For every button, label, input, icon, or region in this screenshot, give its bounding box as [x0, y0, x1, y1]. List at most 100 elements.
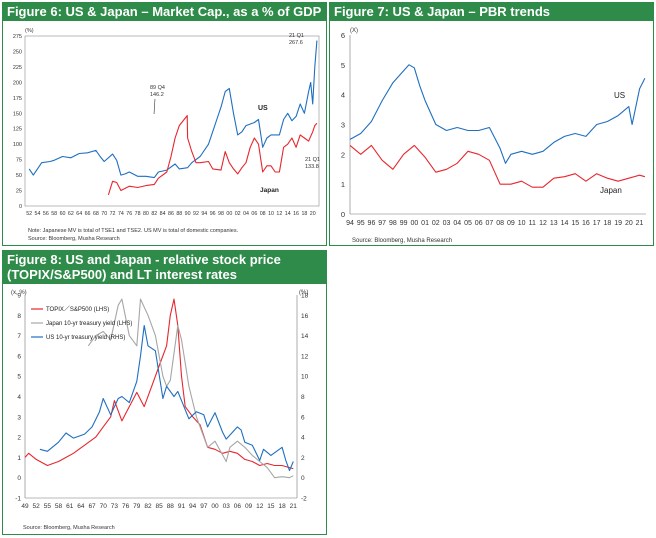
fig8-series-us-10yr: [39, 324, 294, 472]
fig6-xtick-label: 78: [135, 211, 141, 217]
fig7-ytick-label: 6: [341, 31, 345, 40]
fig6-xtick-label: 56: [43, 211, 49, 217]
fig7-us-series-label: US: [614, 91, 625, 100]
fig7-xtick-label: 20: [625, 220, 633, 227]
fig6-xtick-label: 20: [310, 211, 316, 217]
fig6-plot-frame: [24, 35, 320, 207]
fig6-xtick-label: 06: [251, 211, 257, 217]
fig8-xtick-label: 52: [33, 503, 41, 510]
fig6-xtick-label: 08: [260, 211, 266, 217]
legend-label-japan-yield: Japan 10-yr treasury yield (LHS): [46, 321, 132, 327]
legend-label-us-yield: US 10-yr treasury yield (RHS): [46, 335, 125, 341]
figure-8-title: Figure 8: US and Japan - relative stock …: [3, 251, 326, 284]
fig7-xtick-label: 15: [571, 220, 579, 227]
fig6-xtick-label: 90: [185, 211, 191, 217]
fig8-ytick-right-label: 4: [301, 435, 305, 442]
fig7-ytick-label: 0: [341, 210, 345, 219]
fig6-ytick-label: 250: [13, 49, 22, 55]
fig7-ytick-label: 5: [341, 61, 345, 70]
fig6-peak-arrow: [153, 98, 156, 115]
fig6-series-japan: [107, 115, 318, 196]
fig6-xtick-label: 92: [193, 211, 199, 217]
fig6-xtick-label: 00: [226, 211, 232, 217]
fig8-xtick-label: 12: [256, 503, 264, 510]
fig8-xtick-label: 94: [189, 503, 197, 510]
fig8-xtick-label: 64: [77, 503, 85, 510]
fig7-xtick-label: 21: [636, 220, 644, 227]
fig8-ytick-right-label: 8: [301, 394, 305, 401]
fig7-xtick-label: 13: [550, 220, 558, 227]
fig6-xtick-label: 70: [101, 211, 107, 217]
fig7-xtick-label: 07: [486, 220, 494, 227]
fig7-xtick-label: 97: [378, 220, 386, 227]
fig8-ytick-left-label: 5: [17, 374, 21, 381]
fig6-xtick-label: 84: [160, 211, 166, 217]
fig6-xtick-label: 58: [51, 211, 57, 217]
fig6-ytick-label: 100: [13, 142, 22, 148]
figure-8-panel: Figure 8: US and Japan - relative stock …: [2, 250, 327, 535]
fig8-ytick-left-label: 7: [17, 333, 21, 340]
fig7-xtick-label: 08: [496, 220, 504, 227]
fig8-xtick-label: 79: [133, 503, 141, 510]
fig8-xtick-label: 06: [234, 503, 242, 510]
fig7-xtick-label: 00: [410, 220, 418, 227]
figure-7-title: Figure 7: US & Japan – PBR trends: [330, 3, 653, 21]
fig6-ytick-label: 25: [16, 189, 22, 195]
fig8-ytick-right-label: 10: [301, 374, 309, 381]
fig6-us-latest-label: 21 Q1: [289, 33, 304, 39]
fig6-xtick-label: 60: [60, 211, 66, 217]
fig7-xtick-label: 01: [421, 220, 429, 227]
fig6-xtick-label: 96: [210, 211, 216, 217]
fig6-ytick-label: 275: [13, 34, 22, 40]
fig8-xtick-label: 76: [122, 503, 130, 510]
fig6-xtick-label: 66: [85, 211, 91, 217]
fig6-xtick-label: 52: [26, 211, 32, 217]
fig6-series-us: [28, 40, 318, 179]
fig6-xtick-label: 02: [235, 211, 241, 217]
fig6-ytick-label: 150: [13, 111, 22, 117]
fig7-xtick-label: 99: [400, 220, 408, 227]
fig8-xtick-label: 00: [211, 503, 219, 510]
fig7-source: Source: Bloomberg, Musha Research: [352, 238, 452, 244]
fig6-xtick-label: 98: [218, 211, 224, 217]
figure-8-title-line1: Figure 8: US and Japan - relative stock …: [7, 252, 281, 267]
fig6-ytick-label: 125: [13, 127, 22, 133]
fig8-xtick-label: 97: [200, 503, 208, 510]
fig8-xtick-label: 09: [245, 503, 253, 510]
fig8-source: Source: Bloomberg, Musha Research: [23, 525, 115, 531]
fig7-ytick-label: 3: [341, 121, 345, 130]
fig7-xtick-label: 02: [432, 220, 440, 227]
fig6-source: Source: Bloomberg, Musha Research: [28, 236, 120, 242]
fig6-xtick-label: 76: [126, 211, 132, 217]
fig8-xtick-label: 55: [44, 503, 52, 510]
fig6-xtick-label: 74: [118, 211, 124, 217]
fig7-xtick-label: 19: [614, 220, 622, 227]
fig8-xtick-label: 88: [167, 503, 175, 510]
fig6-jp-latest-value: 133.8: [305, 164, 319, 170]
fig7-xtick-label: 06: [475, 220, 483, 227]
fig6-ytick-label: 175: [13, 96, 22, 102]
fig7-xtick-label: 96: [368, 220, 376, 227]
fig7-xtick-label: 18: [603, 220, 611, 227]
figure-6-panel: Figure 6: US & Japan – Market Cap., as a…: [2, 2, 327, 246]
fig8-legend: TOPIX／S&P500 (LHS) Japan 10-yr treasury …: [31, 306, 132, 341]
fig8-xtick-label: 73: [111, 503, 119, 510]
fig7-ytick-label: 4: [341, 91, 345, 100]
fig8-ytick-left-label: 6: [17, 353, 21, 360]
fig8-ytick-right-label: -2: [301, 496, 307, 503]
fig8-ytick-right-label: 14: [301, 333, 309, 340]
fig7-xtick-label: 03: [443, 220, 451, 227]
fig8-xtick-label: 70: [100, 503, 108, 510]
fig6-xtick-label: 04: [243, 211, 249, 217]
fig6-ytick-label: 225: [13, 65, 22, 71]
fig8-xtick-label: 18: [278, 503, 286, 510]
fig8-xtick-label: 85: [156, 503, 164, 510]
fig8-xtick-label: 82: [144, 503, 152, 510]
fig7-xtick-label: 94: [346, 220, 354, 227]
fig6-xtick-label: 64: [76, 211, 82, 217]
fig8-ytick-right-label: 0: [301, 475, 305, 482]
fig8-xtick-label: 61: [66, 503, 74, 510]
fig8-xtick-label: 91: [178, 503, 186, 510]
